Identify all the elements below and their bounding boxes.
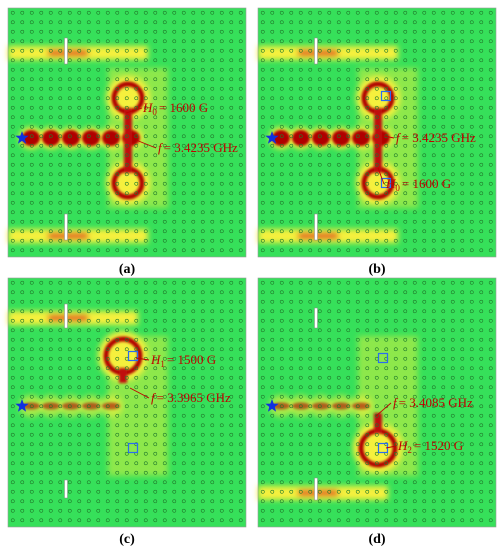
annotation-subscript: 0 — [395, 183, 400, 193]
marker-square — [380, 90, 392, 102]
annotation-text: = 1600 G — [402, 176, 451, 191]
lattice — [258, 278, 496, 527]
ferrite-bar — [314, 37, 318, 65]
annotation-text: = 1600 G — [159, 100, 208, 115]
annotation: f = 3.3965 GHz — [151, 390, 231, 405]
panel: H1 = 1500 G f = 3.3965 GHz — [7, 277, 247, 528]
annotation-subscript: 0 — [152, 107, 157, 117]
panel-label: (a) — [119, 262, 136, 277]
annotation-text: = 3.4235 GHz — [402, 130, 476, 145]
annotation: H0 = 1600 G — [385, 176, 451, 193]
annotation-text: = 1520 G — [414, 438, 463, 453]
leader-line — [135, 139, 157, 149]
source-star — [15, 131, 29, 144]
leader-line — [125, 107, 143, 114]
panel-border — [7, 277, 247, 528]
annotation: H2 = 1520 G — [397, 438, 463, 455]
panel-border — [257, 277, 497, 528]
leader-line — [375, 402, 392, 417]
panel: H0 = 1600 G f = 3.4235 GHz — [7, 7, 247, 258]
annotation-symbol: f — [158, 140, 164, 155]
annotation-symbol: H — [142, 100, 153, 115]
annotation: H1 = 1500 G — [150, 352, 216, 369]
panel: f = 3.4085 GHz H2 = 1520 G — [257, 277, 497, 528]
ferrite-bar — [314, 477, 318, 501]
ferrite-bar — [64, 479, 68, 499]
source-star — [265, 399, 279, 412]
marker-square — [377, 352, 389, 364]
annotation-symbol: H — [150, 352, 161, 367]
annotation: H0 = 1600 G — [142, 100, 208, 117]
marker-square — [380, 177, 392, 189]
panel-border — [257, 7, 497, 258]
annotation: f = 3.4235 GHz — [158, 140, 238, 155]
panel-label: (b) — [368, 262, 385, 277]
annotation-subscript: 2 — [407, 445, 412, 455]
annotation: f = 3.4085 GHz — [393, 395, 473, 410]
source-star — [265, 131, 279, 144]
annotation-symbol: H — [397, 438, 408, 453]
ferrite-bar — [314, 307, 318, 329]
annotation: f = 3.4235 GHz — [396, 130, 476, 145]
marker-square — [127, 350, 139, 362]
ferrite-bar — [314, 213, 318, 241]
panel-label: (d) — [368, 532, 385, 547]
ferrite-bar — [64, 303, 68, 329]
lattice — [8, 278, 246, 527]
panel: f = 3.4235 GHz H0 = 1600 G — [257, 7, 497, 258]
annotation-symbol: f — [396, 130, 402, 145]
annotation-text: = 3.4235 GHz — [164, 140, 238, 155]
source-star — [15, 399, 29, 412]
marker-square — [127, 442, 139, 454]
annotation-text: = 1500 G — [167, 352, 216, 367]
ferrite-bar — [64, 213, 68, 241]
ferrite-bar — [64, 37, 68, 65]
leader-line — [129, 387, 150, 399]
panel-border — [7, 7, 247, 258]
panel-label: (c) — [119, 532, 135, 547]
leader-line — [135, 357, 150, 361]
annotation-symbol: f — [393, 395, 399, 410]
annotation-symbol: f — [151, 390, 157, 405]
leader-line — [385, 445, 397, 449]
leader-line — [377, 167, 385, 185]
annotation-text: = 3.4085 GHz — [399, 395, 473, 410]
leader-line — [383, 135, 395, 139]
lattice — [8, 8, 246, 257]
lattice — [258, 8, 496, 257]
annotation-subscript: 1 — [160, 359, 165, 369]
annotation-text: = 3.3965 GHz — [157, 390, 231, 405]
annotation-symbol: H — [385, 176, 396, 191]
